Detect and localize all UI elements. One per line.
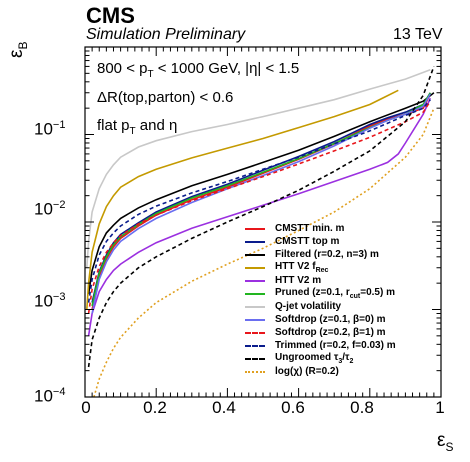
legend-label: CMSTT top m <box>275 236 340 247</box>
legend-label: HTT V2 m <box>275 275 322 286</box>
legend-swatch <box>245 370 265 373</box>
legend-label: Softdrop (z=0.1, β=0) m <box>275 314 386 325</box>
legend-entry: Ungroomed τ3/τ2 <box>245 352 396 365</box>
legend-swatch <box>245 279 265 282</box>
x-tick-label: 0.8 <box>350 398 374 417</box>
legend-entry: Trimmed (r=0.2, f=0.03) m <box>245 339 396 352</box>
legend-swatch <box>245 227 265 230</box>
legend-entry: CMSTT top m <box>245 235 396 248</box>
legend-swatch <box>245 344 265 347</box>
legend-entry: log(χ) (R=0.2) <box>245 365 396 378</box>
x-tick-label: 0 <box>81 398 91 417</box>
legend-swatch <box>245 357 265 360</box>
legend-label: Trimmed (r=0.2, f=0.03) m <box>275 340 396 351</box>
legend-label: Q-jet volatility <box>275 301 342 312</box>
legend-entry: Softdrop (z=0.1, β=0) m <box>245 313 396 326</box>
y-tick-label: 10−3 <box>34 291 66 311</box>
legend-swatch <box>245 253 265 256</box>
series-line-3 <box>86 89 399 310</box>
series-line-11 <box>93 107 435 397</box>
legend: CMSTT min. m CMSTT top m Filtered (r=0.2, … <box>245 222 396 378</box>
legend-entry: Q-jet volatility <box>245 300 396 313</box>
legend-swatch <box>245 318 265 321</box>
x-axis-label: εS <box>437 430 454 454</box>
legend-label: log(χ) (R=0.2) <box>275 366 339 377</box>
legend-entry: Softdrop (z=0.2, β=1) m <box>245 326 396 339</box>
legend-swatch <box>245 305 265 308</box>
y-tick-label: 10−4 <box>34 386 66 406</box>
legend-entry: HTT V2 fRec <box>245 261 396 274</box>
legend-label: HTT V2 fRec <box>275 261 329 274</box>
legend-swatch <box>245 331 265 334</box>
legend-entry: Filtered (r=0.2, n=3) m <box>245 248 396 261</box>
x-tick-label: 0.4 <box>212 398 236 417</box>
legend-label: Pruned (z=0.1, rcut=0.5) m <box>275 287 395 300</box>
legend-label: Softdrop (z=0.2, β=1) m <box>275 327 386 338</box>
legend-swatch <box>245 292 265 295</box>
legend-label: Ungroomed τ3/τ2 <box>275 352 354 365</box>
energy-label: 13 TeV <box>393 26 443 43</box>
series-line-4 <box>87 97 432 336</box>
legend-label: CMSTT min. m <box>275 223 345 234</box>
y-tick-label: 10−1 <box>34 119 66 139</box>
y-axis-label: εB <box>6 41 30 59</box>
annotation-matching: ΔR(top,parton) < 0.6 <box>97 89 234 106</box>
legend-entry: CMSTT min. m <box>245 222 396 235</box>
annotation-flat: flat pT and η <box>97 117 178 137</box>
x-tick-label: 1 <box>435 398 445 417</box>
series-line-8 <box>87 100 431 314</box>
x-tick-label: 0.6 <box>281 398 305 417</box>
series-line-10 <box>87 66 435 368</box>
experiment-label: CMS <box>86 3 135 28</box>
series-line-2 <box>87 92 435 295</box>
series-line-0 <box>91 93 432 310</box>
series-line-9 <box>87 99 431 303</box>
legend-entry: HTT V2 m <box>245 274 396 287</box>
x-tick-label: 0.2 <box>143 398 167 417</box>
y-tick-label: 10−2 <box>34 199 66 219</box>
annotation-kinematics: 800 < pT < 1000 GeV, |η| < 1.5 <box>97 60 300 80</box>
legend-swatch <box>245 266 265 269</box>
series-line-6 <box>86 68 431 268</box>
status-label: Simulation Preliminary <box>86 26 246 43</box>
legend-swatch <box>245 240 265 243</box>
legend-entry: Pruned (z=0.1, rcut=0.5) m <box>245 287 396 300</box>
legend-label: Filtered (r=0.2, n=3) m <box>275 249 379 260</box>
